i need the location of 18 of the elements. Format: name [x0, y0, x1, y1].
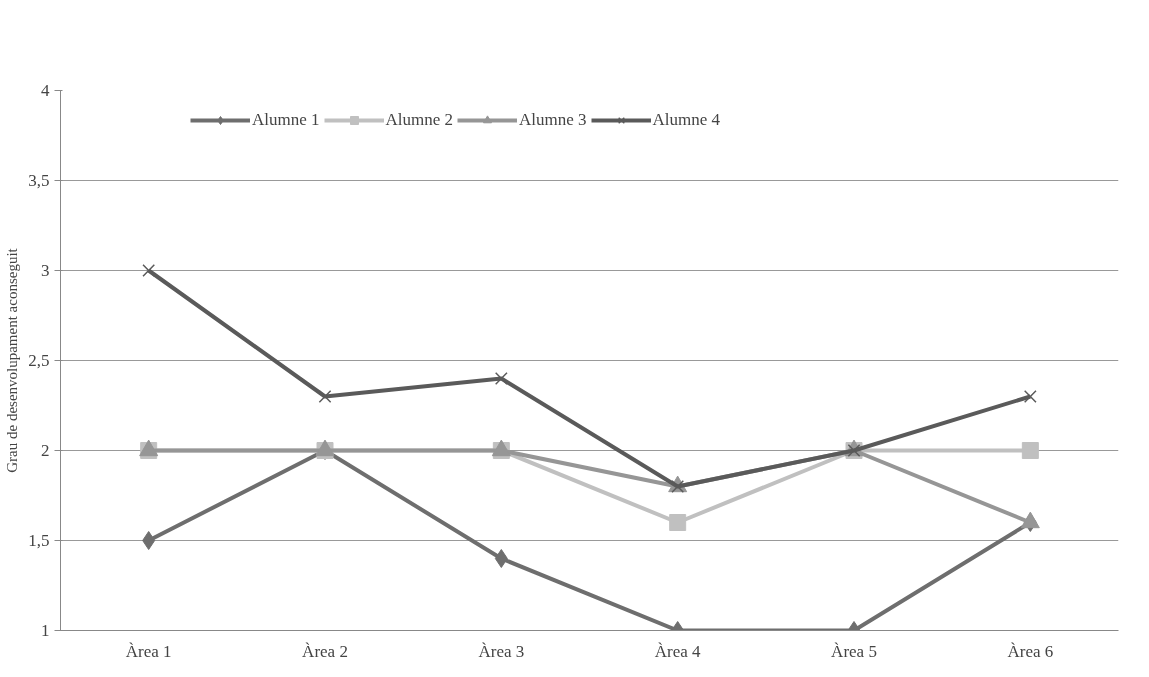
x-tick-label: Àrea 6: [1007, 641, 1054, 661]
legend-label: Alumne 1: [252, 110, 320, 130]
x-tick-label: Àrea 3: [478, 641, 525, 661]
y-tick-label: 1: [41, 621, 50, 640]
x-tick-label: Àrea 4: [654, 641, 702, 661]
legend-label: Alumne 2: [385, 110, 454, 130]
x-tick-label: Àrea 2: [302, 641, 348, 661]
x-tick-label: Àrea 5: [831, 641, 877, 661]
y-tick-label: 2,5: [28, 351, 50, 370]
y-tick-label: 3: [41, 261, 50, 280]
y-tick-label: 4: [41, 81, 50, 100]
y-axis-title: Grau de desenvolupament aconseguit: [4, 247, 21, 473]
y-tick-label: 3,5: [28, 171, 50, 190]
y-tick-label: 1,5: [28, 531, 50, 550]
x-tick-label: Àrea 1: [125, 641, 172, 661]
legend-label: Alumne 4: [652, 110, 721, 130]
y-tick-label: 2: [41, 441, 50, 460]
legend-label: Alumne 3: [519, 110, 587, 130]
